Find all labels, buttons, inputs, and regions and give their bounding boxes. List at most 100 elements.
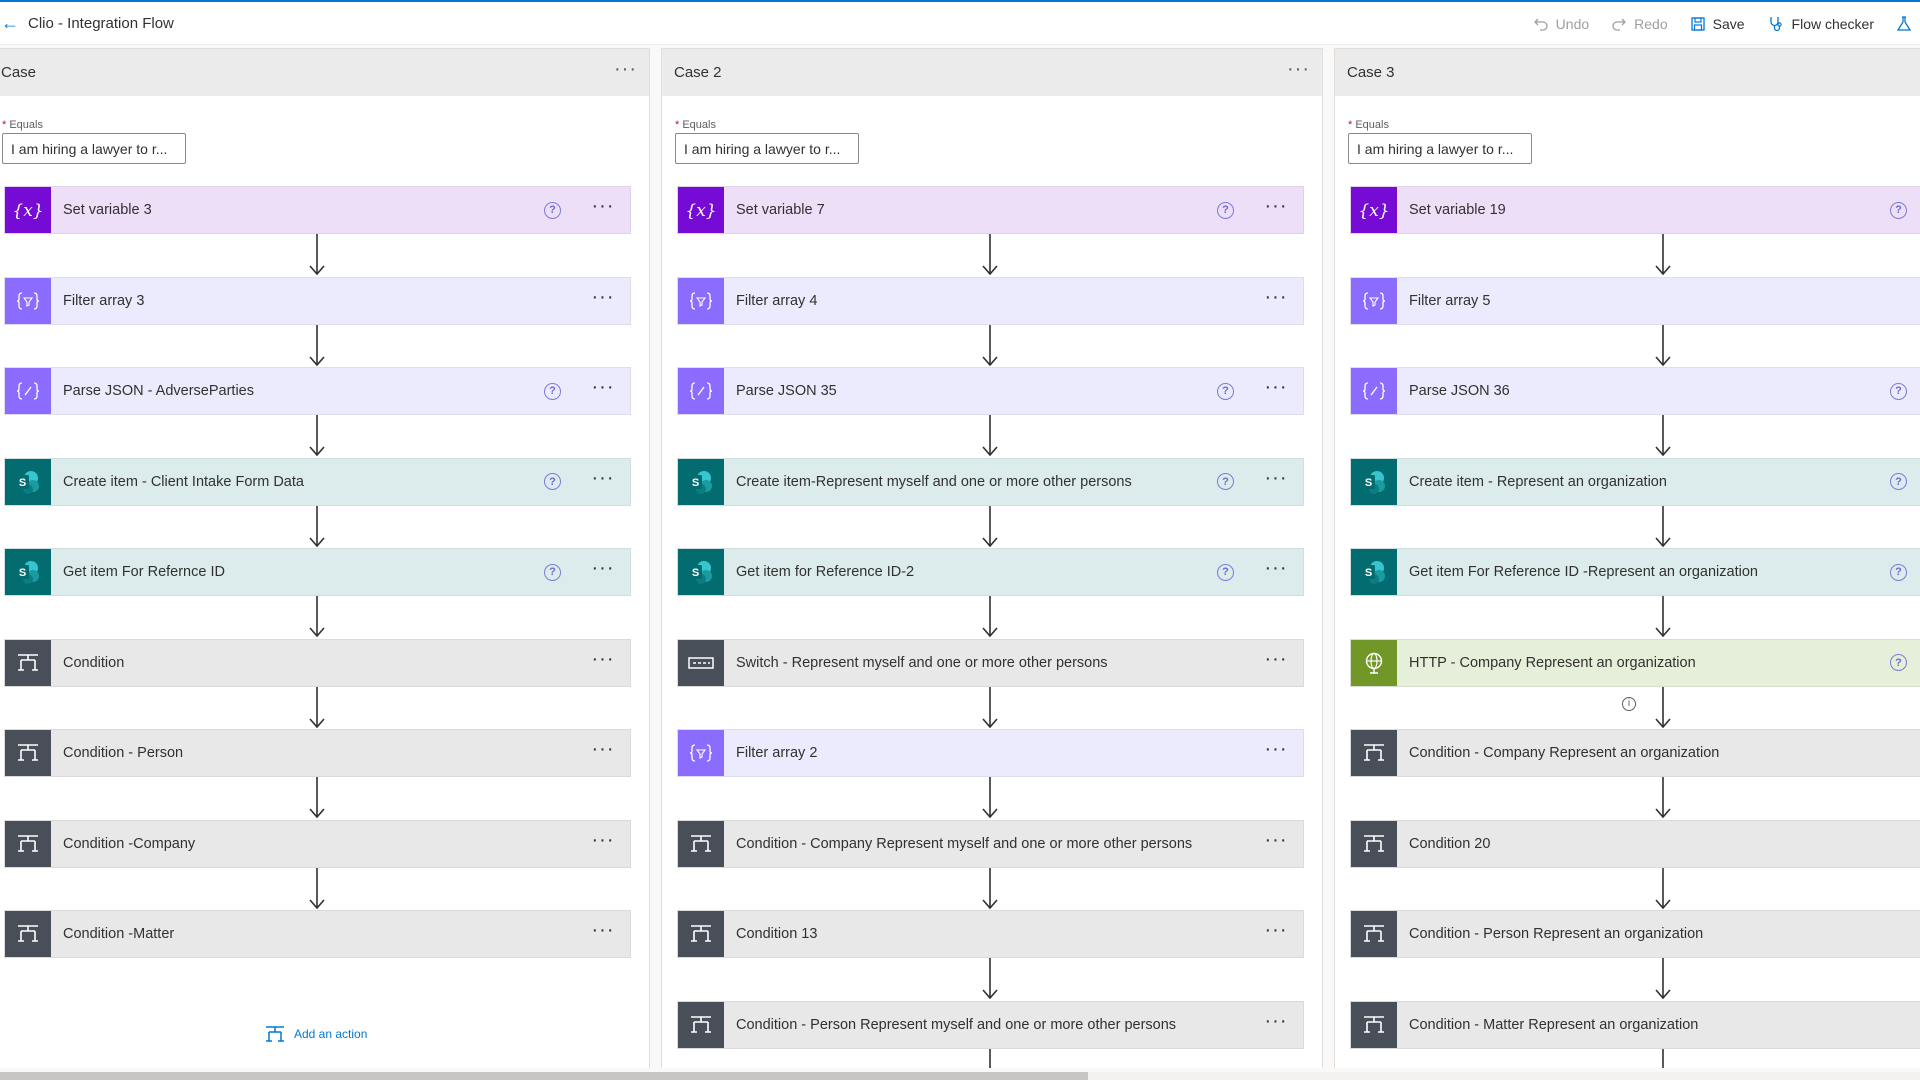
case-header[interactable]: Case 3···	[1335, 49, 1920, 96]
help-icon[interactable]: ?	[544, 382, 561, 400]
action-card[interactable]: Condition ···	[4, 638, 631, 687]
action-card[interactable]: Parse JSON 36?···	[1350, 367, 1920, 415]
action-card[interactable]: Condition - Person ···	[4, 729, 631, 777]
connector-arrow[interactable]	[1653, 415, 1673, 457]
connector-arrow[interactable]	[980, 686, 1000, 729]
help-icon[interactable]: ?	[1217, 201, 1234, 219]
action-card[interactable]: Switch - Represent myself and one or mor…	[677, 638, 1304, 687]
action-more-menu-button[interactable]: ···	[1264, 1009, 1288, 1032]
action-more-menu-button[interactable]: ···	[591, 828, 615, 851]
action-card[interactable]: S Create item - Client Intake Form Data? ·…	[4, 457, 631, 506]
action-more-menu-button[interactable]: ···	[591, 557, 615, 579]
action-card[interactable]: Condition -Matter ···	[4, 910, 631, 958]
action-card[interactable]: Condition - Person Represent an organiza…	[1350, 910, 1920, 958]
connector-arrow[interactable]	[307, 596, 327, 638]
connector-arrow[interactable]	[1653, 867, 1673, 910]
connector-arrow[interactable]	[307, 234, 327, 276]
action-more-menu-button[interactable]: ···	[1264, 647, 1288, 670]
action-more-menu-button[interactable]: ···	[591, 738, 615, 760]
connector-arrow[interactable]	[1653, 234, 1673, 276]
action-card[interactable]: Condition 20···	[1350, 819, 1920, 868]
connector-arrow[interactable]	[1653, 777, 1673, 819]
horizontal-scrollbar-thumb[interactable]	[0, 1072, 1088, 1080]
help-icon[interactable]: ?	[1217, 473, 1234, 490]
connector-arrow[interactable]	[307, 415, 327, 457]
connector-arrow[interactable]	[980, 867, 1000, 910]
connector-arrow[interactable]	[980, 234, 1000, 276]
action-card[interactable]: Filter array 2 ···	[677, 729, 1304, 777]
connector-arrow[interactable]	[980, 415, 1000, 457]
back-arrow-icon[interactable]: ←	[1, 12, 19, 33]
action-card[interactable]: {x} Set variable 3? ···	[4, 186, 631, 234]
action-more-menu-button[interactable]: ···	[591, 285, 615, 308]
connector-arrow[interactable]	[1653, 1048, 1673, 1068]
action-more-menu-button[interactable]: ···	[591, 919, 615, 941]
action-card[interactable]: Condition - Company Represent an organiz…	[1350, 729, 1920, 777]
action-card[interactable]: S Create item - Represent an organization…	[1350, 457, 1920, 506]
action-more-menu-button[interactable]: ···	[1264, 828, 1288, 851]
redo-button[interactable]: Redo	[1611, 16, 1668, 32]
action-card[interactable]: S Get item for Reference ID-2? ···	[677, 548, 1304, 596]
action-more-menu-button[interactable]: ···	[1264, 195, 1288, 217]
info-icon[interactable]: i	[1622, 696, 1636, 711]
help-icon[interactable]: ?	[1890, 563, 1907, 581]
equals-value-input[interactable]	[675, 133, 859, 164]
action-card[interactable]: Filter array 3 ···	[4, 276, 631, 325]
action-card[interactable]: {x}Set variable 19?···	[1350, 186, 1920, 234]
action-more-menu-button[interactable]: ···	[1264, 466, 1288, 489]
help-icon[interactable]: ?	[544, 201, 561, 219]
connector-arrow[interactable]	[307, 324, 327, 367]
action-card[interactable]: HTTP - Company Represent an organization…	[1350, 638, 1920, 687]
connector-arrow[interactable]	[980, 777, 1000, 819]
action-card[interactable]: Filter array 4 ···	[677, 276, 1304, 325]
action-card[interactable]: S Get item For Reference ID -Represent an…	[1350, 548, 1920, 596]
undo-button[interactable]: Undo	[1533, 16, 1589, 32]
case-header[interactable]: Case 2 ···	[662, 49, 1322, 96]
help-icon[interactable]: ?	[1217, 563, 1234, 581]
action-more-menu-button[interactable]: ···	[591, 376, 615, 398]
connector-arrow[interactable]	[980, 958, 1000, 1000]
action-more-menu-button[interactable]: ···	[591, 466, 615, 489]
connector-arrow[interactable]	[1653, 596, 1673, 638]
connector-arrow[interactable]	[307, 686, 327, 729]
connector-arrow[interactable]	[980, 324, 1000, 367]
action-more-menu-button[interactable]: ···	[591, 195, 615, 217]
case-header[interactable]: Case ···	[0, 49, 649, 96]
connector-arrow[interactable]	[1653, 958, 1673, 1000]
help-icon[interactable]: ?	[544, 473, 561, 490]
connector-arrow[interactable]	[307, 867, 327, 910]
connector-arrow[interactable]	[1653, 324, 1673, 367]
test-button[interactable]	[1896, 15, 1912, 33]
connector-arrow[interactable]	[1653, 505, 1673, 548]
help-icon[interactable]: ?	[1890, 382, 1907, 400]
connector-arrow[interactable]	[1653, 686, 1673, 729]
action-card[interactable]: {x} Set variable 7? ···	[677, 186, 1304, 234]
action-more-menu-button[interactable]: ···	[1264, 557, 1288, 579]
action-card[interactable]: Condition 13 ···	[677, 910, 1304, 958]
action-card[interactable]: S Get item For Refernce ID? ···	[4, 548, 631, 596]
help-icon[interactable]: ?	[1890, 654, 1907, 671]
equals-value-input[interactable]	[1348, 133, 1532, 164]
action-more-menu-button[interactable]: ···	[1264, 285, 1288, 308]
connector-arrow[interactable]	[980, 596, 1000, 638]
help-icon[interactable]: ?	[1890, 201, 1907, 219]
action-more-menu-button[interactable]: ···	[1264, 738, 1288, 760]
help-icon[interactable]: ?	[1217, 382, 1234, 400]
save-button[interactable]: Save	[1690, 16, 1745, 32]
action-card[interactable]: Condition - Person Represent myself and …	[677, 1000, 1304, 1049]
add-action-button[interactable]: Add an action	[264, 1024, 367, 1044]
action-more-menu-button[interactable]: ···	[1264, 919, 1288, 941]
connector-arrow[interactable]	[980, 505, 1000, 548]
action-card[interactable]: S Create item-Represent myself and one or…	[677, 457, 1304, 506]
connector-arrow[interactable]	[307, 505, 327, 548]
action-card[interactable]: Parse JSON - AdverseParties? ···	[4, 367, 631, 415]
equals-value-input[interactable]	[2, 133, 186, 164]
action-card[interactable]: Condition - Matter Represent an organiza…	[1350, 1000, 1920, 1049]
connector-arrow[interactable]	[980, 1048, 1000, 1068]
action-card[interactable]: Condition - Company Represent myself and…	[677, 819, 1304, 868]
action-card[interactable]: Condition -Company ···	[4, 819, 631, 868]
case-more-menu-button[interactable]: ···	[1287, 57, 1310, 80]
case-more-menu-button[interactable]: ···	[614, 57, 637, 80]
help-icon[interactable]: ?	[544, 563, 561, 581]
action-more-menu-button[interactable]: ···	[591, 647, 615, 670]
